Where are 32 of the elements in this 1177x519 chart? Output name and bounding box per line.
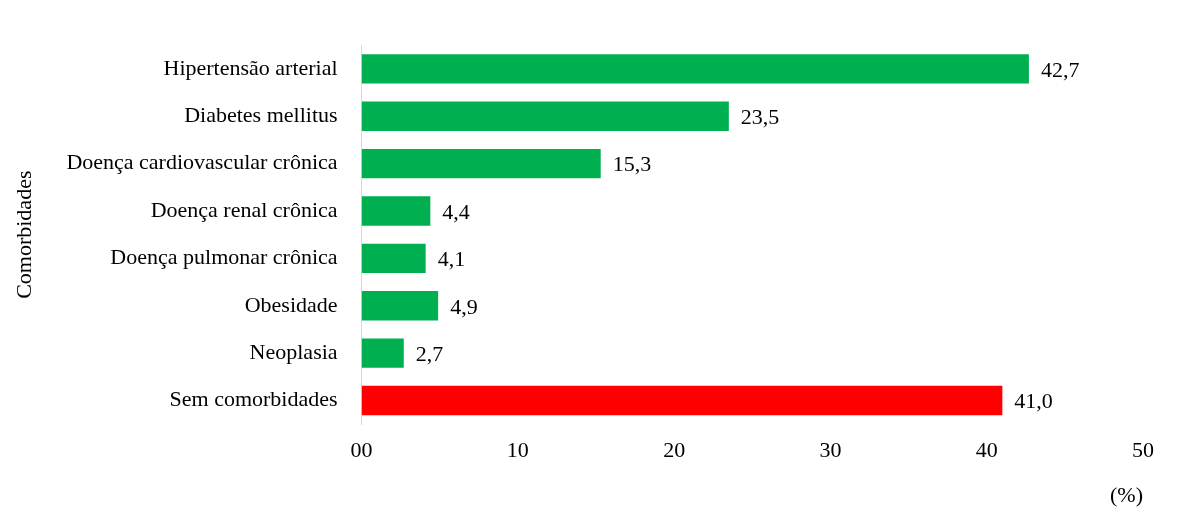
bar (361, 54, 1029, 84)
x-tick-label: 40 (975, 437, 998, 463)
y-tick-label: Neoplasia (249, 338, 338, 364)
bar (361, 101, 729, 131)
bar (361, 196, 431, 226)
y-tick-label: Hipertensão arterial (163, 54, 338, 80)
data-label: 4,1 (437, 246, 466, 272)
data-label: 41,0 (1014, 388, 1053, 414)
bar (361, 148, 601, 179)
data-label: 42,7 (1040, 56, 1080, 82)
x-axis-title: (%) (1110, 481, 1143, 507)
x-tick-label: 00 (350, 437, 373, 463)
x-tick-label: 50 (1132, 437, 1154, 463)
data-label: 2,7 (415, 340, 444, 366)
y-tick-label: Doença renal crônica (150, 196, 338, 222)
x-tick-label: 10 (506, 437, 529, 463)
y-tick-label: Sem comorbidades (169, 386, 338, 412)
y-tick-label: Diabetes mellitus (184, 102, 338, 128)
bar (361, 243, 426, 274)
x-tick-label: 20 (663, 437, 686, 463)
y-tick-label: Doença cardiovascular crônica (66, 149, 338, 175)
y-tick-label: Doença pulmonar crônica (110, 244, 338, 270)
data-label: 23,5 (740, 104, 780, 130)
data-label: 15,3 (612, 151, 652, 177)
data-label: 4,9 (450, 293, 478, 319)
y-tick-label: Obesidade (244, 291, 338, 317)
data-label: 4,4 (442, 198, 470, 224)
y-axis-title: Comorbidades (10, 170, 36, 299)
bar (361, 385, 1003, 416)
bar (361, 291, 439, 321)
bar (361, 338, 404, 368)
x-tick-label: 30 (819, 437, 842, 463)
